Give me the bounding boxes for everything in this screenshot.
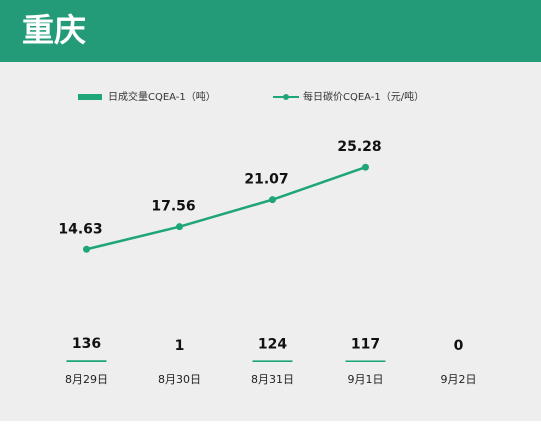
bar bbox=[67, 360, 107, 362]
bar-value-label: 124 bbox=[258, 336, 287, 352]
x-tick-label: 9月2日 bbox=[441, 373, 477, 386]
bar bbox=[346, 360, 386, 362]
price-value-label: 14.63 bbox=[58, 221, 102, 237]
legend-label: 每日碳价CQEA-1（元/吨） bbox=[303, 90, 424, 103]
x-tick-label: 8月30日 bbox=[158, 373, 201, 386]
price-point bbox=[83, 246, 90, 253]
legend-marker bbox=[283, 94, 289, 100]
price-value-label: 21.07 bbox=[244, 172, 288, 188]
chart-title: 重庆 bbox=[22, 11, 86, 49]
price-point bbox=[269, 196, 276, 203]
price-point bbox=[176, 223, 183, 230]
bar-value-label: 0 bbox=[454, 338, 464, 354]
x-tick-label: 8月29日 bbox=[65, 373, 108, 386]
bar-value-label: 117 bbox=[351, 336, 380, 352]
bar-value-label: 136 bbox=[72, 336, 101, 352]
price-point bbox=[362, 164, 369, 171]
bar-value-label: 1 bbox=[175, 338, 185, 354]
x-tick-label: 9月1日 bbox=[348, 373, 384, 386]
legend-label: 日成交量CQEA-1（吨） bbox=[108, 90, 216, 103]
x-tick-label: 8月31日 bbox=[251, 373, 294, 386]
bar bbox=[253, 360, 293, 362]
legend-swatch bbox=[78, 94, 102, 100]
price-value-label: 25.28 bbox=[337, 139, 381, 155]
price-value-label: 17.56 bbox=[151, 199, 195, 215]
